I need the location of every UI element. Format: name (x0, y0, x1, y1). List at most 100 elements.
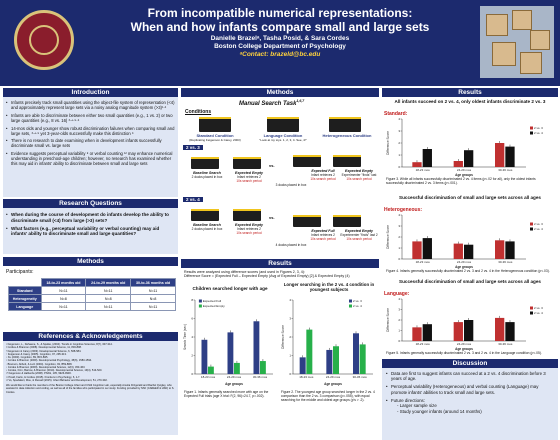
table-cell: N=11 (40, 286, 87, 295)
column-header: 30-to-36 months old (130, 278, 176, 287)
figure-5-caption: Figure 5. Infants generally successfully… (386, 351, 542, 355)
legend-label: 2 vs. 3 (534, 306, 543, 310)
y-tick-label: 0 (289, 372, 291, 376)
bar (422, 324, 432, 341)
vs-label: vs. (269, 163, 275, 168)
reference-item: ¹ Feigenson, L., Dehaene, S., & Spelke, … (6, 343, 113, 346)
results-center-panel: Results were analyzed using difference s… (181, 268, 379, 428)
x-tick-label: 24-29 mos (457, 168, 472, 172)
x-axis-label: Age groups (455, 265, 473, 269)
results-center-title: Results (181, 259, 379, 268)
y-tick-label: 2 (398, 141, 400, 145)
box-icon (333, 215, 361, 227)
bar (464, 244, 474, 259)
table-cell: N=8 (130, 294, 176, 303)
legend-label: Expected Full (203, 299, 222, 303)
left-column: Introduction Infants precisely track sma… (3, 88, 178, 435)
discussion-bullet: Perceptual variability (Heterogeneous) a… (386, 384, 554, 395)
legend-label: Expected Empty (203, 304, 225, 308)
row-header: Language (8, 302, 42, 311)
intro-bullet: There is no research to date examining w… (6, 138, 175, 148)
legend-label: 2 vs. 3 (534, 222, 543, 226)
participants-label: Participants: (6, 269, 34, 275)
four-placed-label: 4 ducks placed in box (275, 243, 307, 247)
intro-bullet: Infants precisely track small quantities… (6, 100, 175, 110)
x-tick-label: 24-29 mos (457, 260, 472, 264)
title-line-2: When and how infants compare small and l… (130, 20, 430, 34)
box-icon (191, 209, 219, 221)
y-axis-label: Difference Score (386, 225, 390, 249)
reference-item: ² Cordes & Brannon (2008). Developmental… (6, 346, 82, 350)
standard-label: Standard: (384, 111, 408, 117)
bar (422, 238, 432, 259)
table-cell: N=8 (40, 294, 87, 303)
bar (234, 362, 240, 374)
y-tick-label: 4 (398, 117, 400, 121)
legend-label: 2 vs. 3 (534, 126, 543, 130)
baseline-search-2v4: Baseline Search 2 ducks placed in box (191, 223, 223, 231)
language-label: Language: (384, 291, 410, 297)
chart-difference-score-2v3-2v4: 0 1 2 3 4 Difference Score 18-23 mos 24-29 mos 3… (281, 298, 373, 386)
y-axis-label: Difference Score (386, 308, 390, 332)
bar (359, 344, 366, 374)
y-tick-label: 1 (398, 329, 400, 333)
row-header: Heterogeneity (8, 294, 42, 303)
chart-language-condition: 0 1 2 3 4 Difference Score 18-23 mos 24-29 mos 3… (386, 297, 543, 351)
legend-swatch (198, 299, 202, 303)
y-tick-label: 1 (398, 153, 400, 157)
manual-search-title: Manual Search Task1,6,7 (239, 99, 305, 107)
legend-swatch (530, 131, 533, 135)
research-questions-title: Research Questions (3, 199, 178, 208)
reference-item: ¹² Vo, Spedalieri, Mou, & Russell (2015)… (6, 378, 108, 382)
x-tick-label: 18-23 mos (416, 260, 431, 264)
y-tick-label: 4 (191, 335, 193, 339)
vs-label: vs. (269, 215, 275, 220)
box-icon (333, 155, 361, 167)
y-tick-label: 6 (191, 317, 193, 321)
bar (306, 329, 313, 374)
table-row: Heterogeneity N=8 N=8 N=8 (8, 294, 176, 303)
bar (353, 333, 359, 374)
results-headline: All infants succeed on 2 vs. 4, only old… (394, 99, 546, 104)
methods-left-title: Methods (3, 257, 178, 266)
right-column: Results All infants succeed on 2 vs. 4, … (382, 88, 558, 440)
legend-swatch (530, 311, 533, 315)
reference-item: ⁶ Cordes & Brannon (2009). Developmental… (6, 359, 92, 363)
reference-item: ¹¹ Posid, Fazio, & Cordes (2015). Fronti… (6, 375, 81, 379)
y-tick-label: 0 (398, 257, 400, 261)
bar (495, 317, 505, 341)
boston-college-seal-icon (14, 10, 74, 70)
bar (412, 241, 422, 259)
contact-email: ᵃContact: brazeld@bc.edu (239, 51, 321, 58)
rq-bullet: When during the course of development do… (6, 212, 175, 223)
y-tick-label: 4 (398, 297, 400, 301)
expected-full-2v3: Expected Full Infant retrieves 2 10s searc… (310, 169, 336, 181)
reference-item: ⁴ Feigenson & Carey (2005). Cognition, 9… (6, 352, 67, 356)
reference-item: ⁷ Brannon, Abbott, & Lutz (2004). Cognit… (6, 362, 73, 366)
discussion-title: Discussion (382, 359, 558, 368)
intro-bullet: Evidence suggests perceptual variability… (6, 151, 175, 166)
column-header: 18-to-23 months old (40, 278, 87, 287)
table-cell: N=11 (85, 302, 132, 311)
legend-label: 2 vs. 4 (534, 131, 543, 135)
bar (208, 366, 214, 374)
baseline-search-2v3: Baseline Search 2 ducks placed in box (191, 171, 223, 179)
expected-empty-2v3: Expected Empty Infant retrieves 2 10s sear… (235, 171, 263, 183)
figure-3-caption: Figure 3. While all infants successfully… (386, 177, 536, 185)
three-placed-label: 3 ducks placed in box (275, 183, 307, 187)
bar (464, 150, 474, 167)
table-corner (8, 278, 42, 287)
row-header: Standard (8, 286, 42, 295)
y-axis-label: Difference Score (386, 131, 390, 155)
y-tick-label: 0 (398, 165, 400, 169)
reference-item: ⁵ Xu (2003). Cognition, 89, B15-B25. (6, 356, 49, 359)
affiliation: Boston College Department of Psychology (214, 43, 346, 50)
poster-title: From incompatible numerical representati… (110, 6, 450, 34)
heterogeneous-box-icon (329, 117, 361, 132)
bar (333, 346, 339, 374)
table-row: Language N=11 N=11 N=11 (8, 302, 176, 311)
y-tick-label: 2 (289, 335, 291, 339)
legend-label: 2 vs. 4 (534, 227, 543, 231)
y-tick-label: 4 (289, 298, 291, 302)
